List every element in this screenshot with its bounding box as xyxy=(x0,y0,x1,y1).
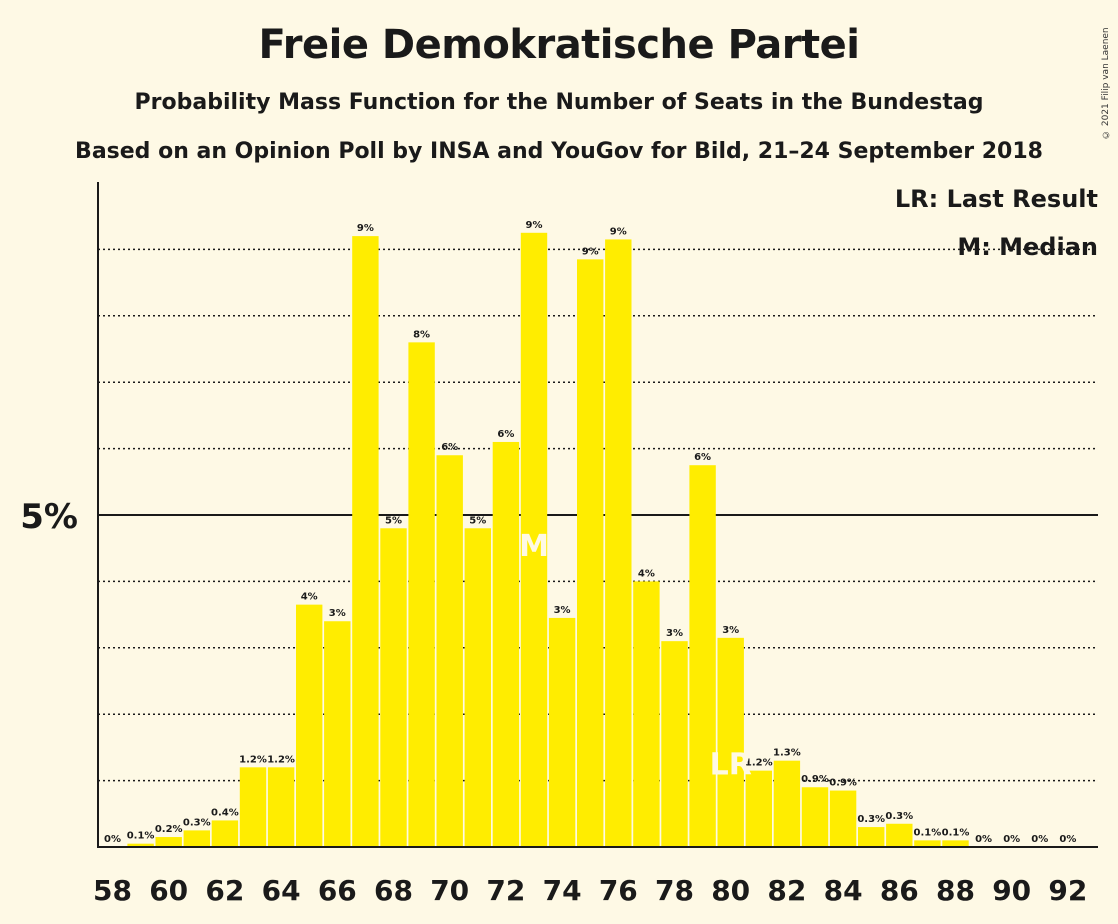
y-tick-labels: 5% xyxy=(20,497,78,537)
x-tick-label: 64 xyxy=(262,874,301,907)
bar-label: 0.1% xyxy=(914,827,942,838)
legend-median: M: Median xyxy=(957,233,1098,261)
x-tick-label: 78 xyxy=(655,874,694,907)
bar xyxy=(548,617,576,847)
bar-label: 1.2% xyxy=(745,758,773,769)
bar-label: 0.1% xyxy=(127,831,155,842)
bar xyxy=(380,528,407,847)
bar-label: 0% xyxy=(104,834,121,845)
bar xyxy=(211,820,239,847)
markers: M LR xyxy=(519,529,752,782)
bar-label: 6% xyxy=(694,452,711,463)
x-tick-label: 76 xyxy=(599,874,638,907)
bar-label: 9% xyxy=(582,246,599,257)
bar xyxy=(745,770,772,847)
legend-last-result: LR: Last Result xyxy=(894,185,1098,213)
bar xyxy=(492,441,520,847)
last-result-marker: LR xyxy=(710,747,752,782)
x-tick-label: 80 xyxy=(711,874,750,907)
chart-title: Freie Demokratische Partei xyxy=(258,22,860,68)
bar xyxy=(352,236,379,847)
bar xyxy=(239,767,267,847)
bar xyxy=(886,823,913,847)
bar xyxy=(408,342,435,847)
bar-label: 0.3% xyxy=(885,811,913,822)
bar-label: 1.2% xyxy=(239,754,267,765)
bar-label: 6% xyxy=(497,429,514,440)
bar xyxy=(717,637,744,847)
bar xyxy=(689,465,716,847)
chart-subtitle: Probability Mass Function for the Number… xyxy=(134,90,984,115)
bar-label: 0.4% xyxy=(211,807,239,818)
chart-source: Based on an Opinion Poll by INSA and You… xyxy=(75,139,1043,164)
bar-label: 0.9% xyxy=(801,774,829,785)
bar xyxy=(801,787,829,847)
x-tick-label: 68 xyxy=(374,874,413,907)
bar xyxy=(183,830,210,847)
bar-label: 3% xyxy=(722,625,739,636)
x-tick-label: 58 xyxy=(93,874,132,907)
bar xyxy=(267,767,295,847)
bar-label: 0% xyxy=(1031,834,1048,845)
bar-label: 0.2% xyxy=(155,824,183,835)
bar-label: 3% xyxy=(554,605,571,616)
bar xyxy=(155,837,182,847)
bar-label: 4% xyxy=(638,568,655,579)
x-tick-label: 60 xyxy=(149,874,188,907)
bar xyxy=(520,232,548,848)
bar-label: 0% xyxy=(1003,834,1020,845)
bar-label: 8% xyxy=(413,329,430,340)
x-tick-label: 62 xyxy=(205,874,244,907)
bar xyxy=(464,528,491,847)
x-tick-label: 74 xyxy=(543,874,582,907)
bar-label: 1.2% xyxy=(267,754,295,765)
bar xyxy=(858,827,885,847)
median-marker: M xyxy=(519,529,549,564)
x-tick-label: 72 xyxy=(486,874,525,907)
y-tick-label: 5% xyxy=(20,497,78,537)
bar-label: 4% xyxy=(301,592,318,603)
data-labels: 0% 0.1%0.2%0.3%0.4%1.2% 1.2%4%3%9%5%8%6%5%… xyxy=(104,220,1076,845)
axes xyxy=(97,182,1098,848)
bar-label: 0% xyxy=(975,834,992,845)
bar-label: 3% xyxy=(666,628,683,639)
bars xyxy=(127,232,969,848)
bar xyxy=(324,621,351,847)
bar xyxy=(127,843,154,847)
bar xyxy=(661,641,688,847)
bar-label: 5% xyxy=(385,515,402,526)
bar xyxy=(605,239,632,847)
bar xyxy=(436,455,463,847)
bar xyxy=(296,604,323,847)
bar-label: 9% xyxy=(357,223,374,234)
bar xyxy=(942,840,969,847)
bar-label: 0.1% xyxy=(942,827,970,838)
bar-label: 0.3% xyxy=(857,814,885,825)
x-tick-labels: 58 60 62 64 66 68 70 72 74 76 78 80 82 84 86 88 90 92 xyxy=(93,874,1087,907)
x-tick-label: 82 xyxy=(767,874,806,907)
bar-label: 5% xyxy=(469,515,486,526)
bar-label: 0% xyxy=(1059,834,1076,845)
bar-label: 9% xyxy=(610,226,627,237)
bar-label: 0.3% xyxy=(183,817,211,828)
x-tick-label: 92 xyxy=(1048,874,1087,907)
x-tick-label: 86 xyxy=(880,874,919,907)
bar xyxy=(633,581,660,847)
bar xyxy=(829,790,857,847)
bar xyxy=(914,840,941,847)
x-tick-label: 90 xyxy=(992,874,1031,907)
x-tick-label: 84 xyxy=(824,874,863,907)
bar-label: 9% xyxy=(526,220,543,231)
bar xyxy=(577,259,604,847)
x-tick-label: 88 xyxy=(936,874,975,907)
bar-label: 3% xyxy=(329,608,346,619)
bar-label: 0.9% xyxy=(829,778,857,789)
bar xyxy=(773,760,801,847)
bar-label: 6% xyxy=(441,442,458,453)
bar-label: 1.3% xyxy=(773,748,801,759)
x-tick-label: 70 xyxy=(430,874,469,907)
x-tick-label: 66 xyxy=(318,874,357,907)
